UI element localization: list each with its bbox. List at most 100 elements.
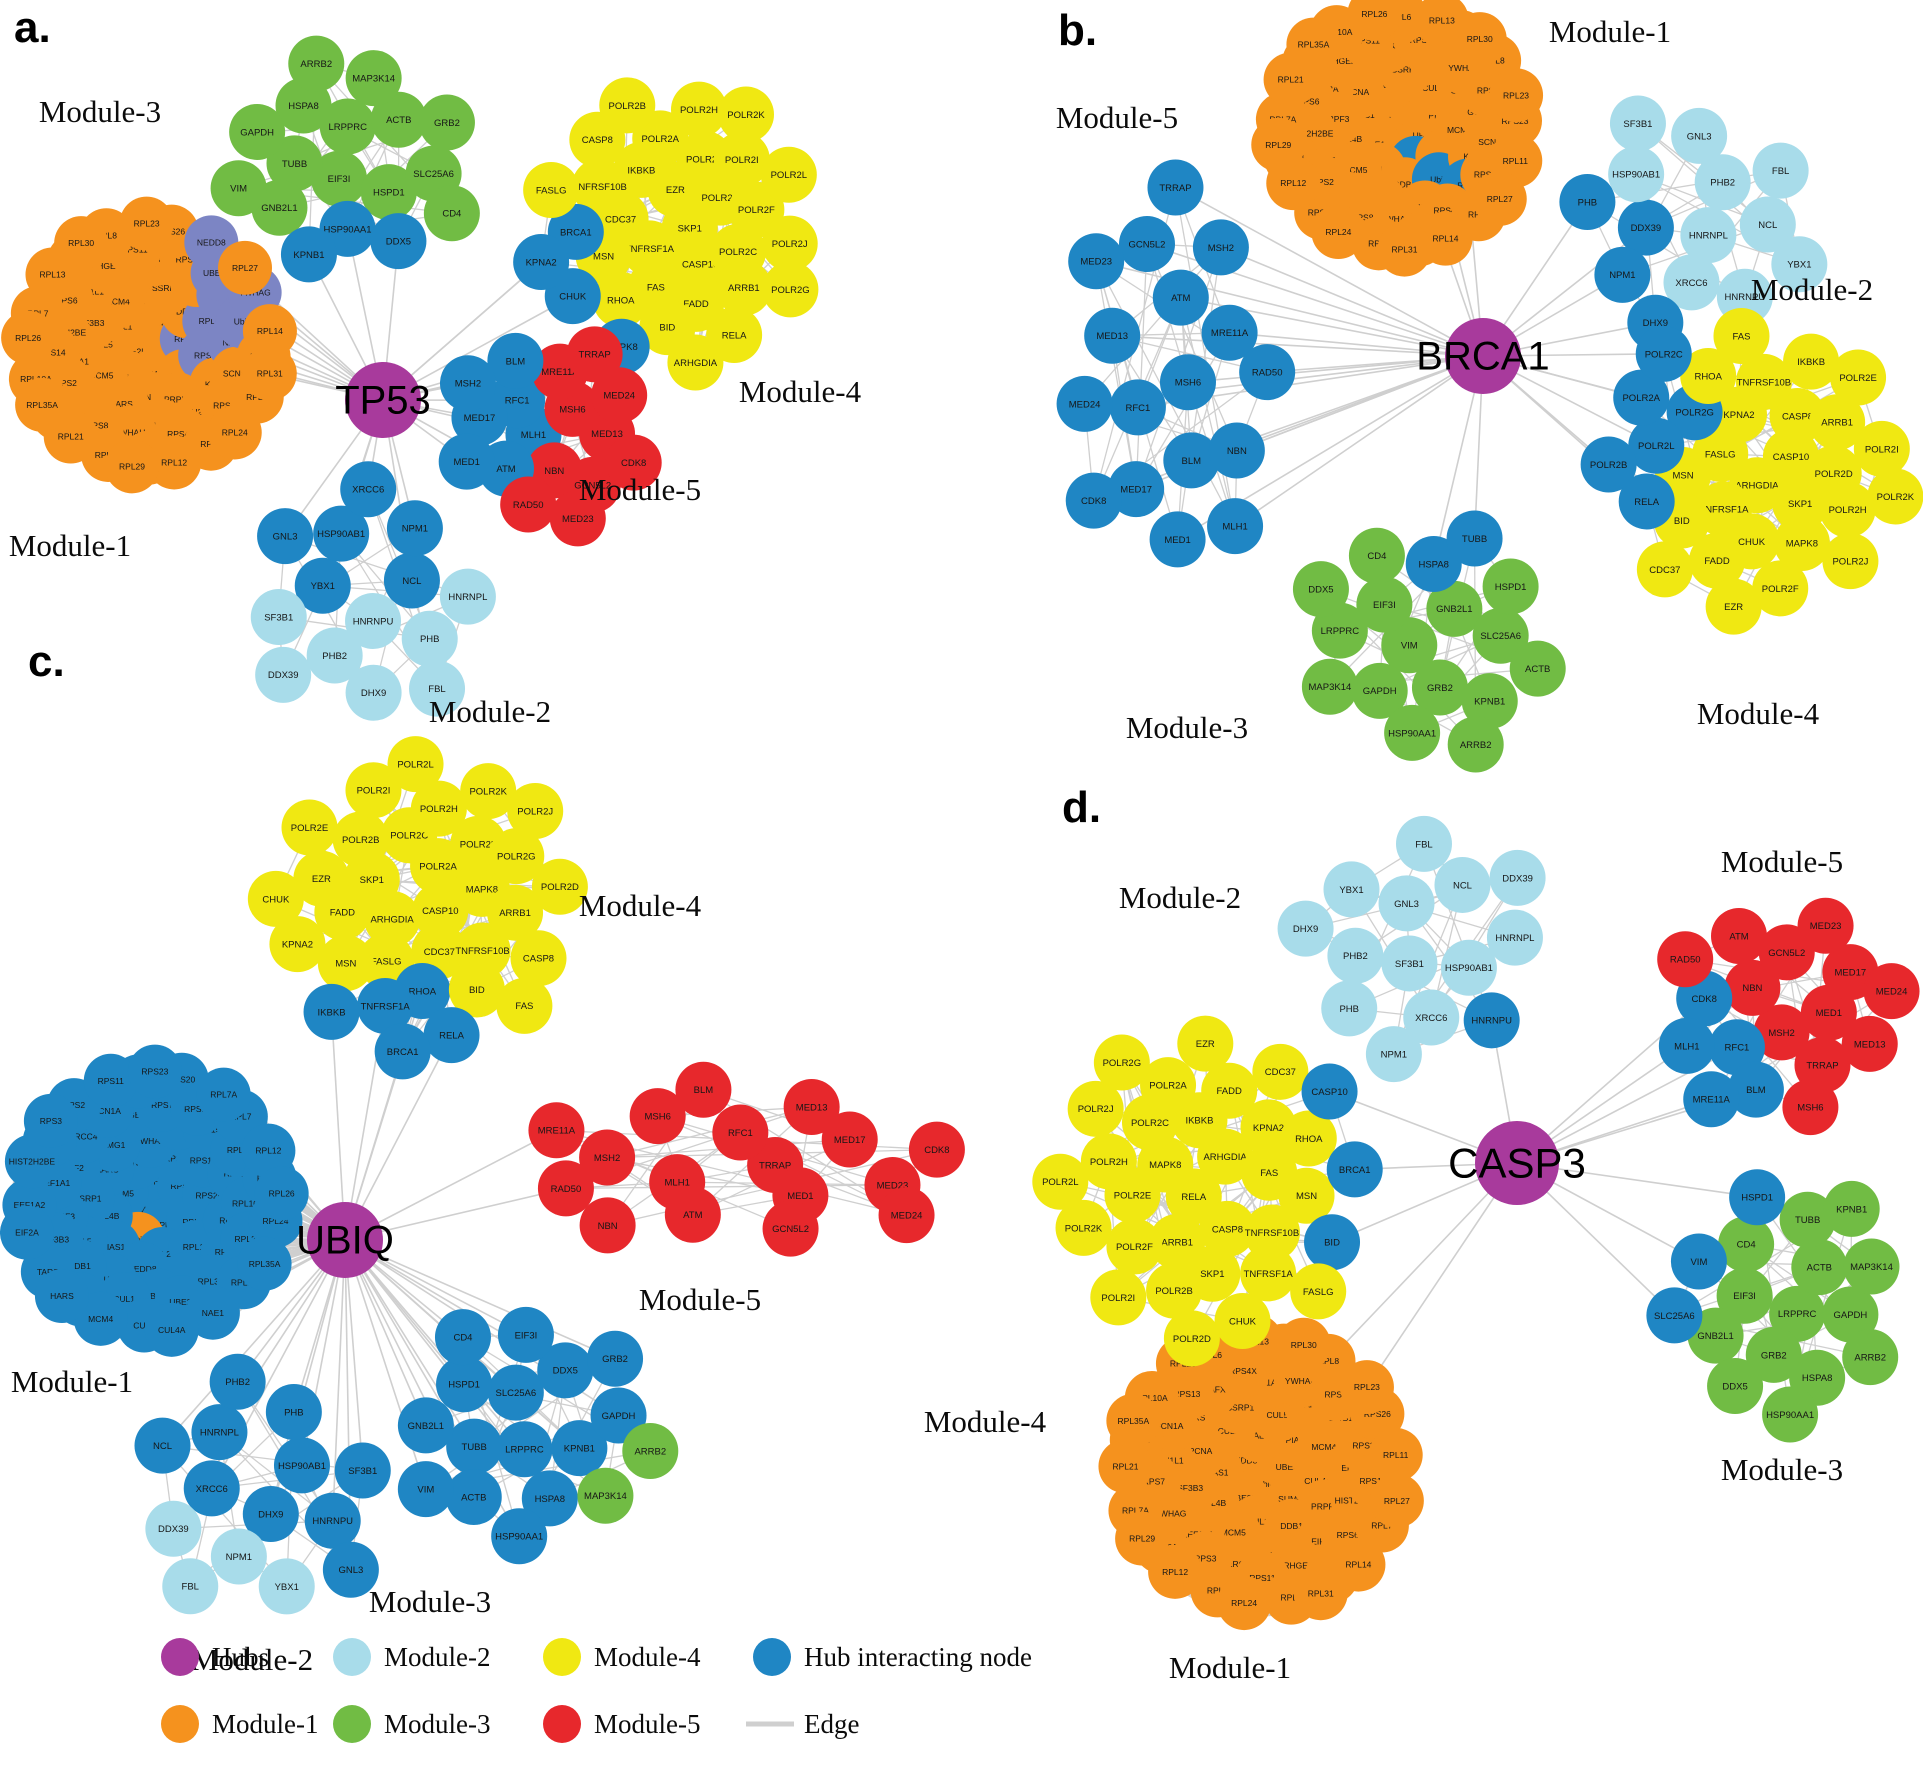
node-RPL27: RPL27 xyxy=(218,240,273,295)
node-TUBB: TUBB xyxy=(1446,510,1503,567)
node-label-RPL27: RPL27 xyxy=(1487,194,1513,204)
node-TUBB: TUBB xyxy=(446,1418,503,1475)
node-label-NCL: NCL xyxy=(153,1441,172,1452)
node-FBL: FBL xyxy=(162,1558,219,1615)
node-circle-VIM xyxy=(210,160,267,217)
node-label-XRCC6: XRCC6 xyxy=(196,1484,228,1495)
node-label-MED1: MED1 xyxy=(787,1191,813,1202)
node-label-HSPD1: HSPD1 xyxy=(1741,1193,1773,1204)
node-label-MSH2: MSH2 xyxy=(1768,1028,1794,1039)
node-label-DDX5: DDX5 xyxy=(1722,1381,1747,1392)
node-label-RPL7A: RPL7A xyxy=(1122,1506,1149,1516)
legend-item-Module-5: Module-5 xyxy=(543,1705,700,1743)
node-label-POLR2E: POLR2E xyxy=(1114,1191,1152,1202)
node-label-GNB2L1: GNB2L1 xyxy=(1436,604,1472,615)
node-label-CDK8: CDK8 xyxy=(621,458,646,469)
node-label-FADD: FADD xyxy=(1217,1086,1242,1097)
node-RELA: RELA xyxy=(706,306,763,363)
edge xyxy=(1175,186,1484,357)
node-circle-FBL xyxy=(1395,815,1452,872)
node-label-POLR2I: POLR2I xyxy=(357,786,391,797)
node-label-RPS16: RPS16 xyxy=(184,1104,211,1114)
edge xyxy=(1351,888,1516,939)
node-label-FASLG: FASLG xyxy=(1705,449,1736,460)
node-label-MSH2: MSH2 xyxy=(455,379,481,390)
node-EZR: EZR xyxy=(293,850,350,907)
node-label-LRPPRC: LRPPRC xyxy=(505,1445,544,1456)
node-label-HSPD1: HSPD1 xyxy=(448,1380,480,1391)
node-POLR2I: POLR2I xyxy=(1853,420,1910,477)
node-RPL35A: RPL35A xyxy=(237,1236,292,1291)
node-XRCC6: XRCC6 xyxy=(340,461,397,518)
node-label-RPL12: RPL12 xyxy=(1162,1567,1188,1577)
node-circle-ACTB xyxy=(1791,1239,1848,1296)
node-circle-GRB2 xyxy=(418,94,475,151)
node-TNFRSF10B: TNFRSF10B xyxy=(571,158,628,215)
node-label-RAD50: RAD50 xyxy=(551,1184,582,1195)
node-circle-RPL31 xyxy=(1377,222,1432,277)
node-label-TNFRSF1A: TNFRSF1A xyxy=(1244,1269,1294,1280)
node-label-RPL31: RPL31 xyxy=(231,1277,257,1287)
node-CD4: CD4 xyxy=(434,1309,491,1366)
node-label-RPS3: RPS3 xyxy=(1194,1553,1216,1563)
node-circle-XRCC6 xyxy=(1403,989,1460,1046)
node-MAPK8: MAPK8 xyxy=(1773,514,1830,571)
node-circle-RPS11 xyxy=(83,1053,138,1108)
node-label-MAP3K14: MAP3K14 xyxy=(352,73,395,84)
node-circle-EIF3I xyxy=(497,1306,554,1363)
node-circle-POLR2D xyxy=(1163,1310,1220,1367)
node-circle-POLR2B xyxy=(1146,1262,1203,1319)
node-PHB: PHB xyxy=(265,1384,322,1441)
node-MED23: MED23 xyxy=(1797,897,1854,954)
node-label-RPL26: RPL26 xyxy=(269,1189,295,1199)
node-FBL: FBL xyxy=(409,660,466,717)
edge xyxy=(344,1239,475,1448)
node-CDK8: CDK8 xyxy=(1065,472,1122,529)
node-circle-RPL30 xyxy=(1452,12,1507,67)
node-TUBB: TUBB xyxy=(1779,1191,1836,1248)
node-circle-POLR2H xyxy=(670,81,727,138)
node-PHB: PHB xyxy=(1559,173,1616,230)
node-label-YWHAH: YWHAH xyxy=(1285,1376,1317,1386)
node-label-DHX9: DHX9 xyxy=(258,1509,283,1520)
node-NAE1: NAE1 xyxy=(185,1285,240,1340)
node-circle-KPNB1 xyxy=(280,226,337,283)
node-label-RPL21: RPL21 xyxy=(58,432,84,442)
node-circle-RPL29 xyxy=(105,439,160,494)
node-circle-MRE11A xyxy=(1683,1071,1740,1128)
node-label-MED1: MED1 xyxy=(454,457,480,468)
module-label-c-Module-5: Module-5 xyxy=(639,1282,761,1317)
node-circle-NCL xyxy=(1739,196,1796,253)
node-circle-HSPD1 xyxy=(360,164,417,221)
edge xyxy=(1095,261,1137,490)
node-RPL30: RPL30 xyxy=(1452,12,1507,67)
node-label-POLR2J: POLR2J xyxy=(1078,1104,1114,1115)
node-label-RPS13: RPS13 xyxy=(213,400,240,410)
node-label-DDX5: DDX5 xyxy=(553,1366,578,1377)
node-label-MCM4: MCM4 xyxy=(88,1314,113,1324)
legend-swatch-Hubs xyxy=(161,1638,199,1676)
node-label-MED24: MED24 xyxy=(1876,987,1908,998)
node-label-FAS: FAS xyxy=(647,283,665,294)
module-label-b-Module-3: Module-3 xyxy=(1126,710,1248,745)
node-circle-CDC37 xyxy=(1252,1043,1309,1100)
node-label-EIF3I: EIF3I xyxy=(515,1330,538,1341)
node-ARRB1: ARRB1 xyxy=(487,884,544,941)
node-circle-POLR2F xyxy=(1752,560,1809,617)
node-circle-NBN xyxy=(1208,422,1265,479)
node-DDX5: DDX5 xyxy=(537,1342,594,1399)
node-circle-EIF2A xyxy=(0,1205,54,1260)
node-label-CASP8: CASP8 xyxy=(523,954,554,965)
node-circle-MSH2 xyxy=(1192,219,1249,276)
node-RPL11: RPL11 xyxy=(1368,1427,1423,1482)
node-MED1: MED1 xyxy=(1149,511,1206,568)
node-circle-DDX5 xyxy=(1292,561,1349,618)
node-label-GRB2: GRB2 xyxy=(434,118,460,129)
node-CD4: CD4 xyxy=(1718,1216,1775,1273)
edge xyxy=(1135,243,1148,490)
node-circle-RPL27 xyxy=(218,240,273,295)
node-RPL27: RPL27 xyxy=(1472,171,1527,226)
node-circle-RPL23 xyxy=(1489,68,1544,123)
legend-swatch-Module-5 xyxy=(543,1705,581,1743)
node-label-MED13: MED13 xyxy=(796,1102,828,1113)
